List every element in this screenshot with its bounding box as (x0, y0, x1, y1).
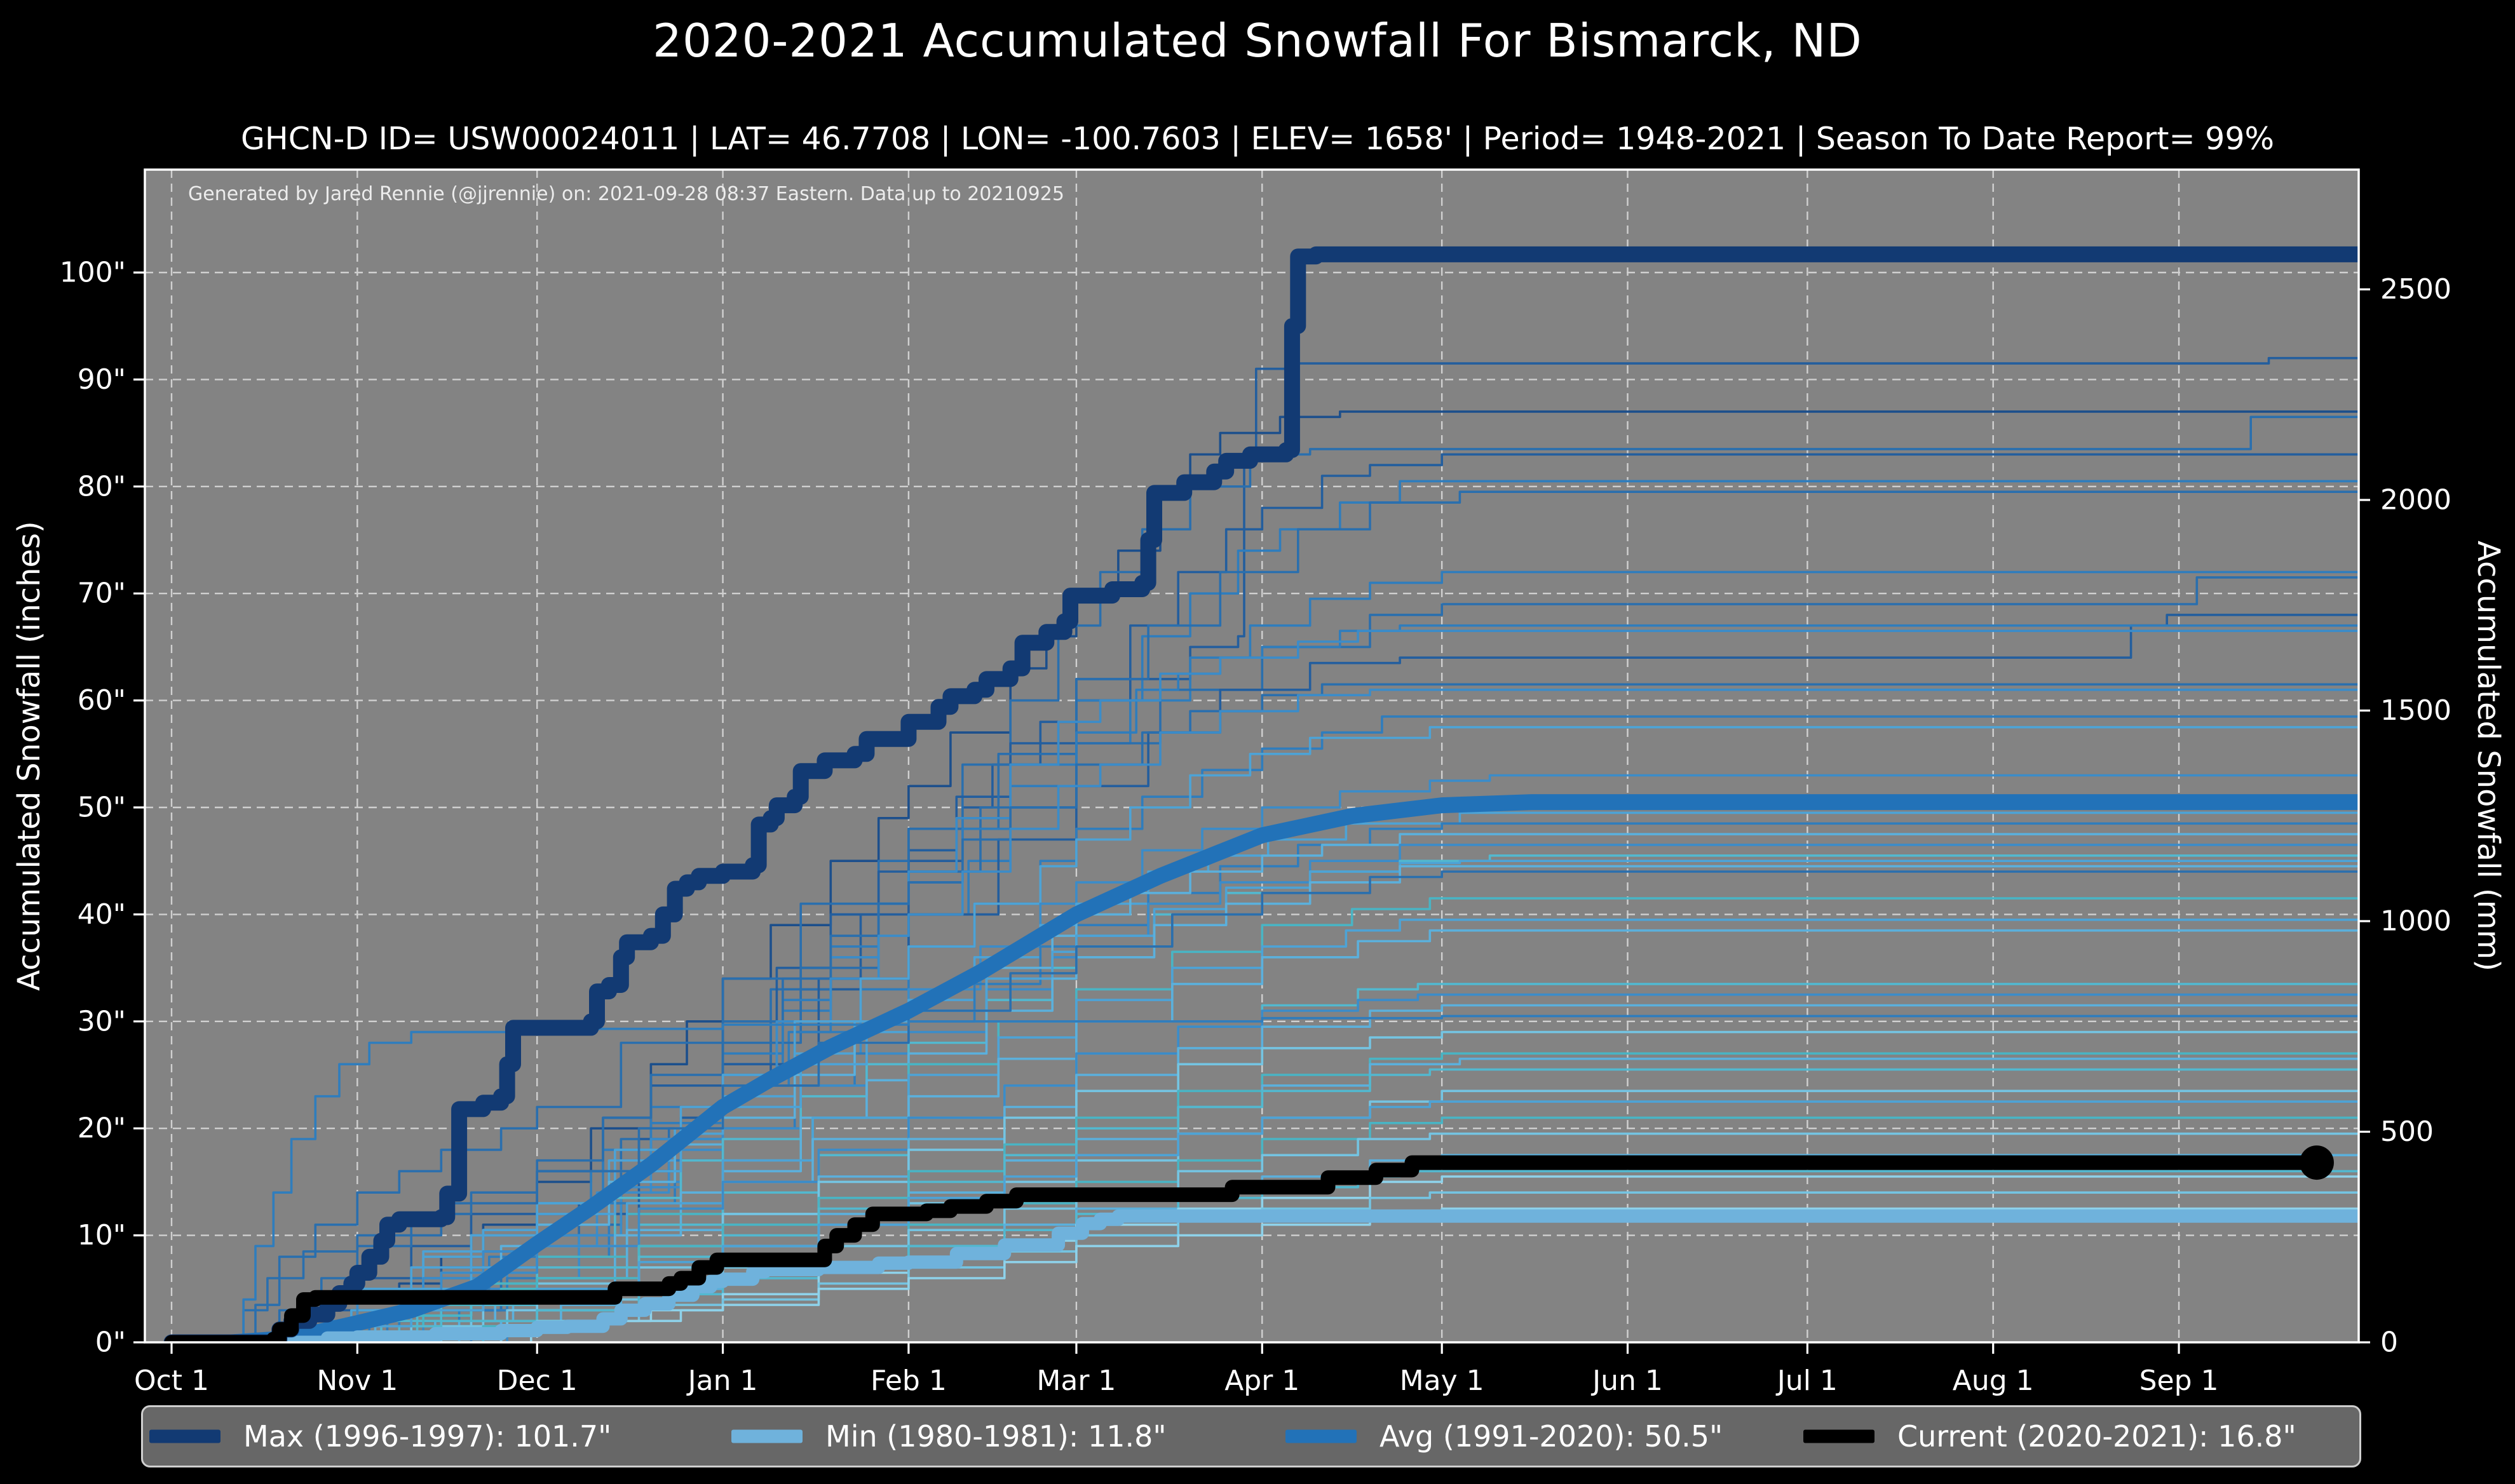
y-right-tick-label: 1000 (2380, 905, 2451, 938)
legend-label: Max (1996-1997): 101.7" (243, 1419, 612, 1454)
y-left-tick-label: 40" (78, 898, 126, 931)
season-line (303, 860, 2359, 1342)
legend-swatch (149, 1429, 220, 1443)
season-line (243, 683, 2359, 1342)
chart-title: 2020-2021 Accumulated Snowfall For Bisma… (653, 14, 1862, 67)
x-tick-label: Aug 1 (1953, 1365, 2034, 1397)
x-tick-label: Feb 1 (871, 1365, 947, 1397)
series-current (164, 1155, 2324, 1342)
legend-swatch (1285, 1429, 1357, 1443)
legend: Max (1996-1997): 101.7" Min (1980-1981): … (141, 1405, 2361, 1467)
x-tick-label: Nov 1 (316, 1365, 398, 1397)
season-line (339, 1068, 2359, 1342)
generated-note: Generated by Jared Rennie (@jjrennie) on… (188, 183, 1064, 205)
season-line (279, 844, 2359, 1342)
y-left-tick-label: 80" (78, 470, 126, 503)
legend-label: Avg (1991-2020): 50.5" (1380, 1419, 1723, 1454)
legend-swatch (731, 1429, 803, 1443)
y-axis-title-left: Accumulated Snowfall (inches) (11, 521, 47, 991)
y-left-tick-label: 50" (78, 792, 126, 824)
y-left-tick-label: 0" (95, 1326, 126, 1359)
y-right-tick-label: 2000 (2380, 484, 2451, 516)
tick-marks (133, 271, 2370, 1354)
tick-labels: Oct 1 Nov 1 Dec 1 Jan 1 Feb 1 Mar 1 Apr 1 May 1… (60, 257, 2451, 1398)
season-line (231, 1015, 2359, 1342)
current-end-dot (2299, 1145, 2334, 1180)
legend-label: Current (2020-2021): 16.8" (1897, 1419, 2296, 1454)
y-right-tick-label: 1500 (2380, 694, 2451, 727)
x-tick-label: Jan 1 (686, 1365, 758, 1397)
season-line (441, 1057, 2359, 1342)
y-right-tick-label: 2500 (2380, 273, 2451, 306)
x-tick-label: Sep 1 (2139, 1365, 2219, 1397)
y-left-tick-label: 90" (78, 363, 126, 396)
x-tick-label: Jul 1 (1775, 1365, 1838, 1397)
x-tick-label: Mar 1 (1036, 1365, 1116, 1397)
y-axis-title-right: Accumulated Snowfall (mm) (2471, 541, 2506, 971)
season-line (291, 725, 2359, 1342)
x-tick-label: Dec 1 (497, 1365, 578, 1397)
y-right-tick-label: 500 (2380, 1116, 2434, 1148)
x-tick-label: Apr 1 (1224, 1365, 1299, 1397)
y-right-tick-label: 0 (2380, 1326, 2398, 1359)
y-left-tick-label: 10" (78, 1219, 126, 1251)
x-tick-label: Jun 1 (1590, 1365, 1663, 1397)
series-layer (163, 246, 2359, 1342)
season-line (261, 453, 2359, 1342)
plot-border (144, 168, 2360, 1344)
plot-area (145, 170, 2359, 1342)
chart-subtitle: GHCN-D ID= USW00024011 | LAT= 46.7708 | … (240, 121, 2275, 157)
x-tick-label: May 1 (1400, 1365, 1484, 1397)
series-avg (223, 794, 2359, 1342)
season-line (339, 715, 2359, 1342)
legend-swatch (1803, 1429, 1874, 1443)
y-left-tick-label: 100" (60, 257, 126, 289)
y-left-tick-label: 70" (78, 577, 126, 610)
y-left-tick-label: 20" (78, 1112, 126, 1145)
x-tick-label: Oct 1 (134, 1365, 209, 1397)
series-min (165, 1209, 2359, 1342)
y-left-tick-label: 30" (78, 1005, 126, 1037)
series-max (163, 246, 2359, 1342)
y-left-tick-label: 60" (78, 684, 126, 717)
legend-label: Min (1980-1981): 11.8" (825, 1419, 1167, 1454)
season-line (231, 490, 2359, 1342)
